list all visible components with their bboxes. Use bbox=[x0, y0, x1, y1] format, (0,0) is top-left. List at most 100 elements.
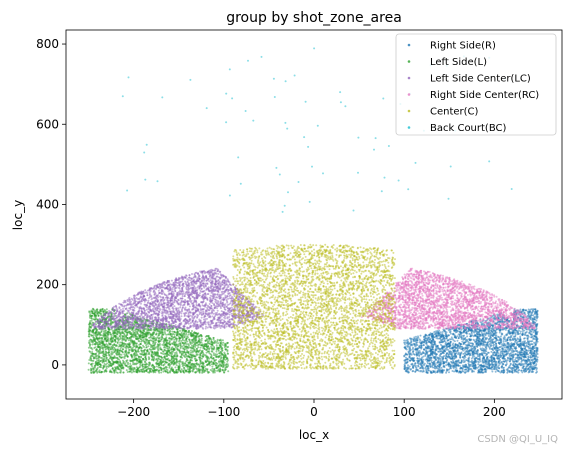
data-point bbox=[187, 333, 190, 336]
data-point bbox=[524, 332, 527, 335]
data-point bbox=[527, 335, 530, 338]
data-point bbox=[125, 369, 128, 372]
data-point bbox=[483, 340, 485, 343]
data-point bbox=[412, 370, 415, 372]
data-point bbox=[144, 358, 147, 360]
data-point bbox=[447, 348, 449, 351]
data-point bbox=[87, 362, 90, 365]
data-point bbox=[440, 369, 443, 372]
data-point bbox=[512, 345, 515, 348]
data-point bbox=[442, 334, 445, 337]
data-point bbox=[477, 339, 480, 342]
data-point bbox=[199, 346, 202, 349]
data-point bbox=[448, 368, 451, 371]
data-point bbox=[89, 343, 92, 346]
data-point bbox=[223, 351, 226, 354]
data-point bbox=[215, 366, 218, 369]
data-point bbox=[487, 358, 490, 361]
data-point bbox=[521, 348, 524, 350]
data-point bbox=[418, 357, 421, 360]
data-point bbox=[531, 343, 534, 346]
data-point bbox=[522, 365, 525, 368]
data-point bbox=[416, 348, 419, 351]
data-point bbox=[420, 346, 423, 349]
data-point bbox=[455, 364, 458, 367]
data-point bbox=[422, 351, 424, 353]
data-point bbox=[525, 352, 528, 355]
data-point bbox=[119, 371, 121, 374]
data-point bbox=[191, 330, 193, 332]
data-point bbox=[437, 347, 440, 350]
data-point bbox=[464, 356, 467, 359]
data-point bbox=[178, 362, 181, 365]
data-point bbox=[462, 365, 465, 368]
data-point bbox=[446, 339, 449, 342]
data-point bbox=[105, 308, 108, 311]
data-point bbox=[452, 332, 454, 335]
data-point bbox=[458, 364, 461, 367]
data-point bbox=[500, 343, 503, 346]
data-point bbox=[474, 364, 477, 367]
data-point bbox=[488, 347, 491, 350]
data-point bbox=[443, 337, 446, 340]
data-point bbox=[447, 363, 450, 366]
data-point bbox=[509, 370, 512, 373]
data-point bbox=[169, 369, 172, 372]
data-point bbox=[423, 364, 425, 367]
data-point bbox=[449, 340, 452, 343]
data-point bbox=[457, 323, 460, 326]
data-point bbox=[488, 364, 491, 367]
data-point bbox=[527, 345, 530, 348]
data-point bbox=[443, 350, 446, 353]
data-point bbox=[445, 345, 448, 348]
data-point bbox=[507, 344, 510, 347]
data-point bbox=[494, 370, 497, 373]
data-point bbox=[432, 339, 435, 342]
data-point bbox=[166, 339, 169, 342]
data-point bbox=[521, 341, 524, 344]
data-point bbox=[516, 365, 518, 368]
data-point bbox=[120, 353, 123, 356]
data-point bbox=[470, 342, 472, 345]
data-point bbox=[434, 349, 437, 351]
data-point bbox=[476, 352, 479, 355]
data-point bbox=[439, 368, 442, 371]
data-point bbox=[177, 335, 180, 338]
data-point bbox=[527, 312, 530, 315]
data-point bbox=[449, 330, 452, 333]
data-point bbox=[178, 337, 181, 339]
data-point bbox=[481, 371, 484, 374]
data-point bbox=[527, 358, 529, 361]
data-point bbox=[457, 351, 460, 354]
data-point bbox=[179, 329, 181, 332]
data-point bbox=[459, 356, 462, 359]
data-point bbox=[198, 364, 201, 367]
data-point bbox=[133, 320, 136, 323]
data-point bbox=[429, 349, 432, 352]
data-point bbox=[514, 353, 517, 356]
data-point bbox=[467, 330, 470, 333]
data-point bbox=[501, 371, 504, 374]
data-point bbox=[526, 341, 529, 344]
data-point bbox=[516, 351, 519, 354]
data-point bbox=[536, 356, 539, 359]
data-point bbox=[518, 356, 521, 359]
data-point bbox=[436, 345, 439, 347]
data-point bbox=[156, 360, 159, 362]
data-point bbox=[508, 349, 511, 352]
data-point bbox=[431, 348, 434, 351]
data-point bbox=[461, 340, 464, 343]
data-point bbox=[494, 341, 497, 344]
data-point bbox=[513, 332, 516, 335]
data-point bbox=[520, 353, 523, 356]
data-point bbox=[433, 360, 436, 363]
data-point bbox=[145, 335, 148, 338]
data-point bbox=[498, 331, 501, 334]
data-point bbox=[483, 368, 486, 371]
data-point bbox=[511, 330, 514, 333]
data-point bbox=[165, 336, 168, 339]
data-point bbox=[492, 329, 495, 332]
data-point bbox=[417, 361, 420, 364]
data-point bbox=[483, 352, 486, 355]
data-point bbox=[438, 363, 441, 366]
